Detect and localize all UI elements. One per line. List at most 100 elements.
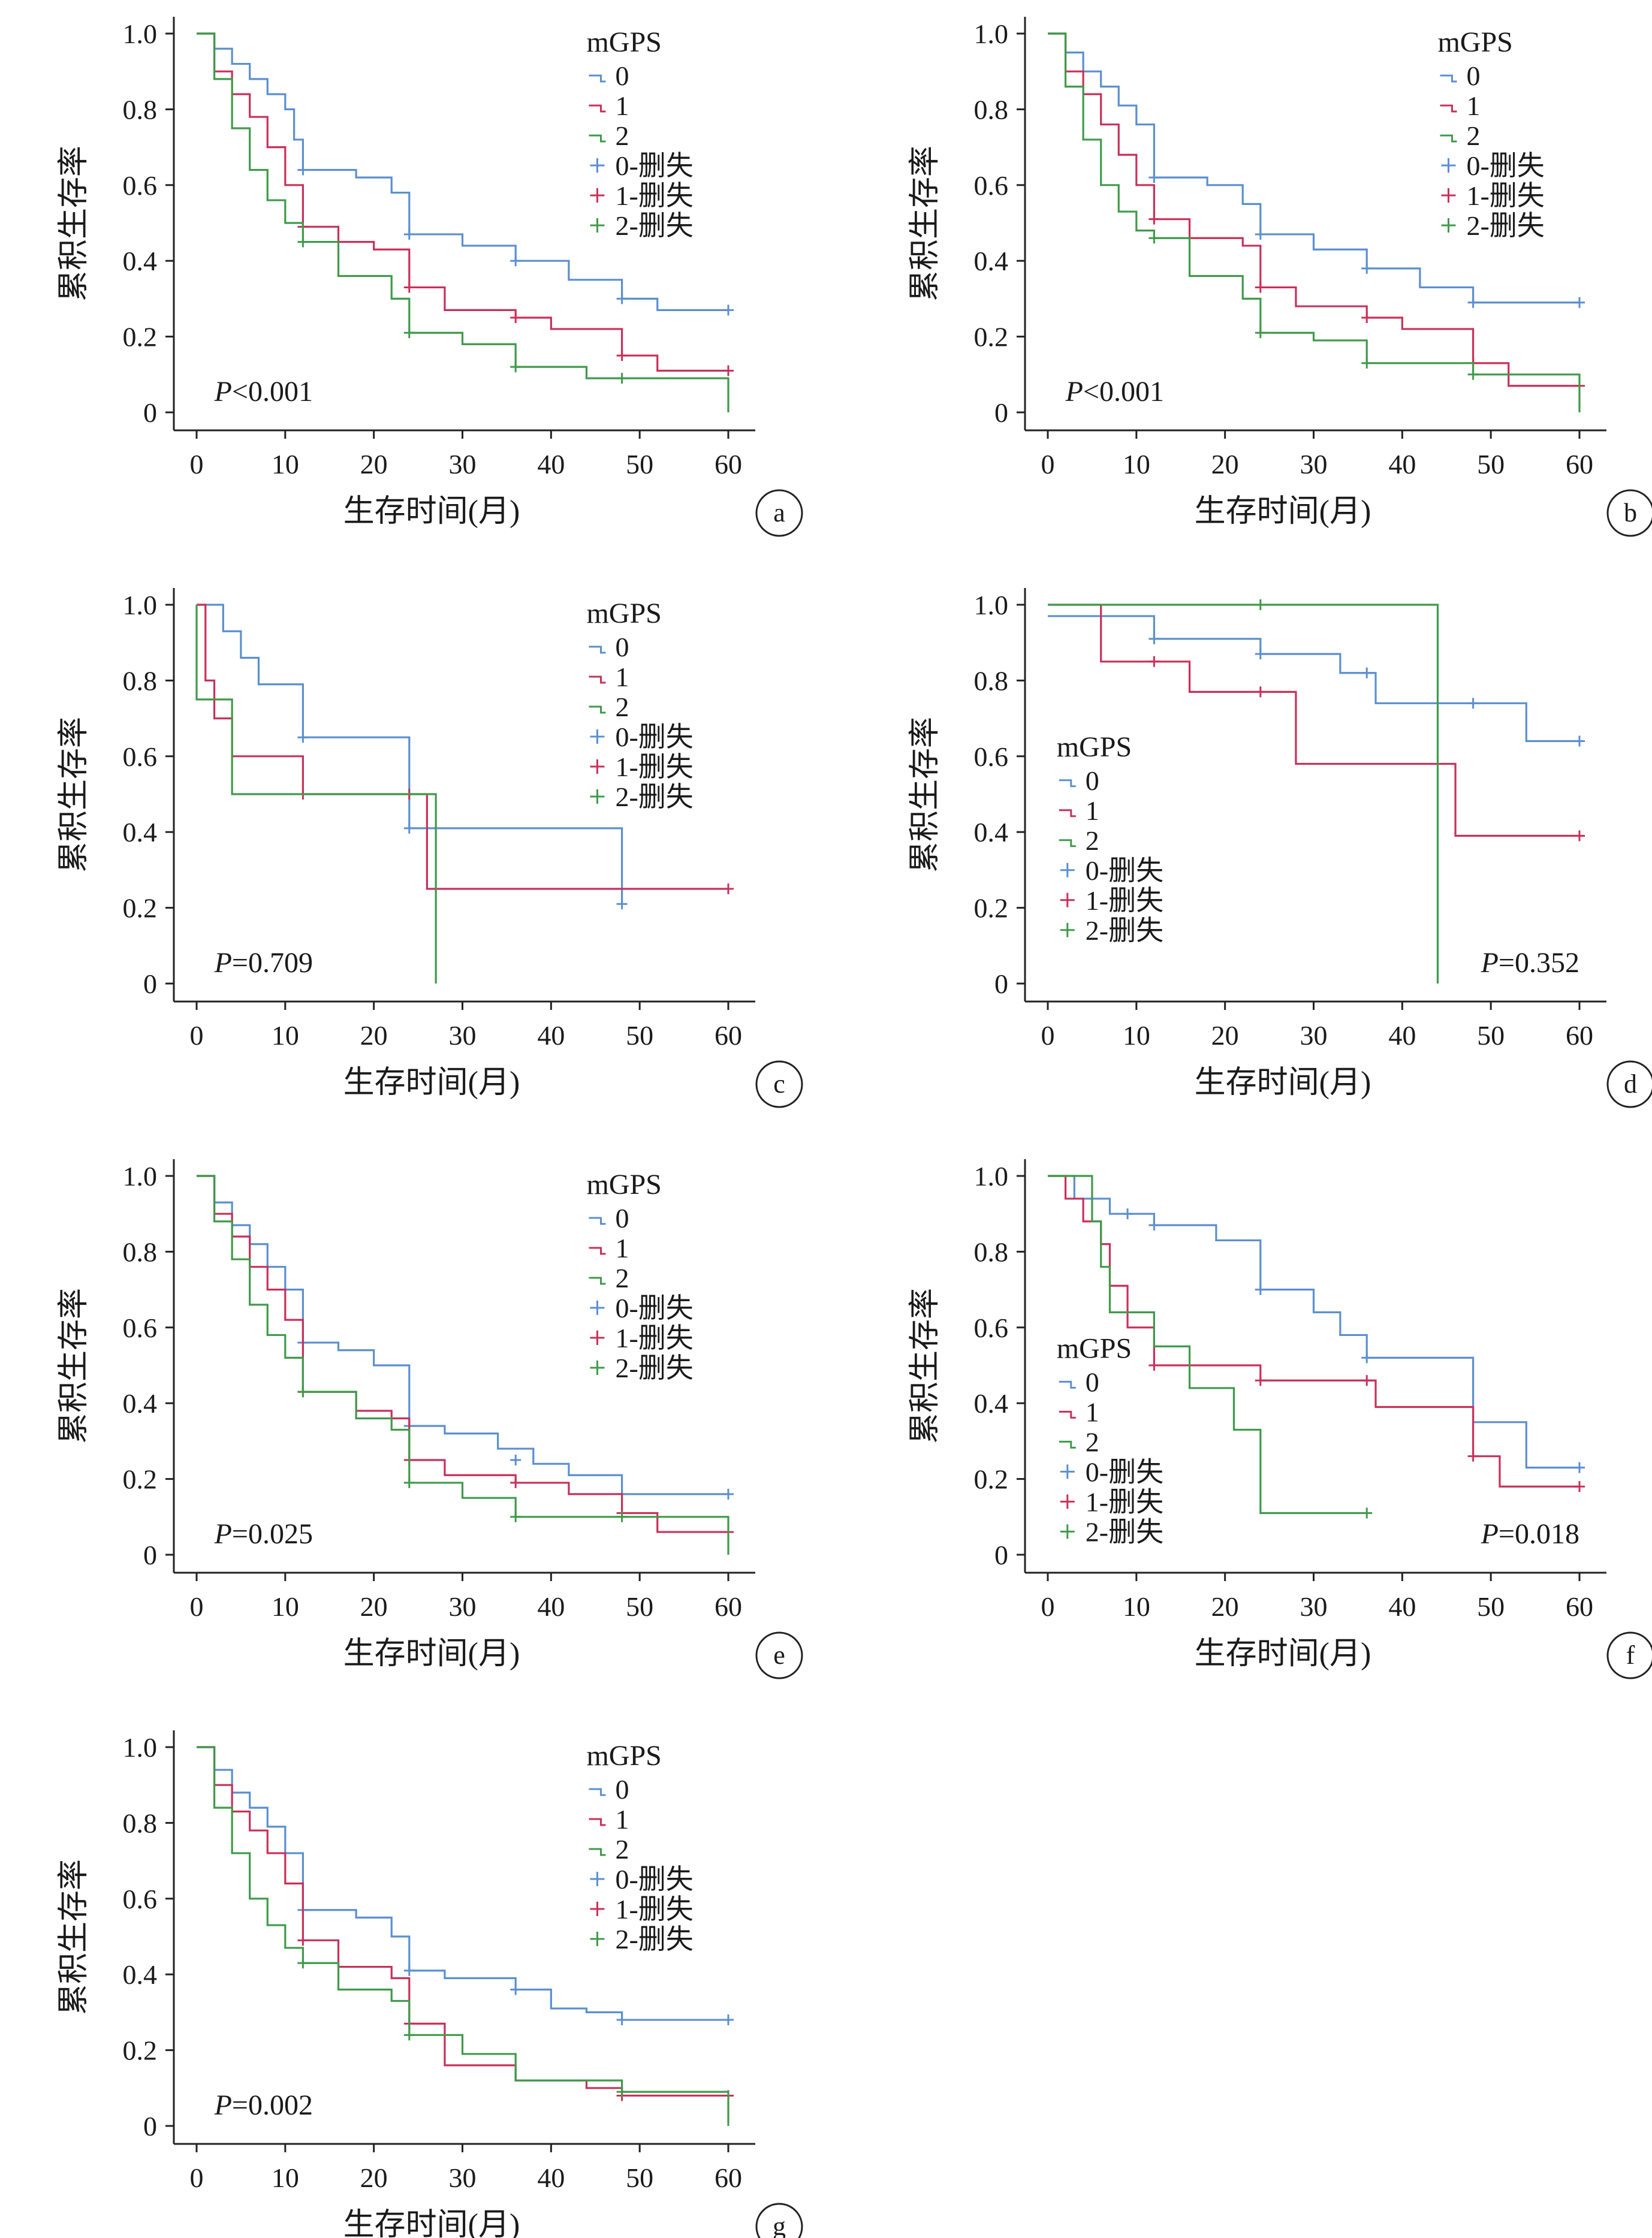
y-axis-title: 累积生存率 [908, 717, 942, 873]
x-tick-label: 10 [272, 1020, 299, 1051]
legend-line-symbol [589, 1247, 606, 1255]
censor-mark-0 [1361, 1352, 1373, 1364]
censor-mark-0 [403, 822, 415, 834]
censor-mark-0 [403, 1965, 415, 1976]
panel-letter-circle [1606, 1060, 1652, 1108]
legend-censor-symbol [590, 188, 605, 203]
legend-entry: 1-删失 [615, 752, 693, 782]
y-tick-label: 1.0 [123, 1161, 158, 1192]
censor-mark-0 [1148, 1220, 1160, 1231]
series-1-curve [1048, 32, 1579, 387]
p-symbol: P [1065, 376, 1083, 408]
p-symbol: P [1481, 947, 1499, 979]
legend-censor-symbol [1060, 862, 1075, 877]
legend-censor-symbol [1441, 158, 1456, 173]
legend-entry: 0 [1086, 765, 1099, 796]
censor-mark-0 [510, 1984, 521, 1995]
x-tick-label: 20 [1211, 1591, 1239, 1622]
censor-mark-1 [1255, 282, 1266, 293]
series-0-curve [197, 1175, 728, 1495]
legend-censor-symbol [590, 729, 605, 744]
x-tick-label: 60 [1566, 1020, 1593, 1051]
legend-entry: 0-删失 [615, 1864, 693, 1895]
p-symbol: P [1481, 1518, 1499, 1550]
censor-mark-0 [403, 228, 415, 240]
legend-censor-symbol [1060, 922, 1075, 937]
legend-censor-symbol [590, 759, 605, 774]
panel-letter-circle [755, 1631, 803, 1679]
y-tick-label: 0.6 [974, 741, 1009, 772]
legend-line-symbol [589, 1848, 606, 1856]
panel-letter: c [773, 1069, 785, 1099]
chart-panel-g: 00.20.40.60.81.00 10 20 30 40 50 60生存时间(月)累积生存… [57, 1730, 803, 2238]
x-tick-label: 0 [1041, 1020, 1055, 1051]
y-tick-label: 0 [143, 2111, 157, 2142]
legend-censor-symbol [590, 789, 605, 804]
legend-line-symbol [589, 646, 606, 654]
legend-entry: 0 [1466, 61, 1480, 91]
x-tick-label: 60 [715, 1591, 742, 1622]
y-tick-label: 0.2 [974, 322, 1009, 352]
censor-mark-1 [1148, 1360, 1160, 1371]
legend-censor-symbol [590, 1331, 605, 1345]
p-value-label: P<0.001 [214, 376, 313, 408]
series-2-curve [197, 32, 729, 412]
censor-mark-1 [723, 883, 734, 894]
series-2-curve [195, 605, 437, 984]
y-tick-label: 1.0 [974, 19, 1009, 49]
legend-line-symbol [589, 1277, 606, 1285]
censor-mark-2 [1255, 327, 1266, 339]
censor-mark-0 [723, 2014, 734, 2026]
y-tick-label: 0.8 [123, 665, 158, 696]
x-axis-title: 生存时间(月) [343, 1637, 520, 1671]
series-2-curve [197, 1175, 729, 1555]
legend-entry: 2-删失 [615, 1924, 693, 1955]
x-axis-title: 生存时间(月) [343, 494, 520, 529]
censor-mark-0 [1255, 1284, 1266, 1295]
series-1-curve [1048, 1175, 1579, 1488]
p-value: <0.001 [232, 376, 313, 408]
legend-line-symbol [1059, 809, 1076, 818]
chart-panel-b: 00.20.40.60.81.00 10 20 30 40 50 60生存时间(月)累积生存… [908, 17, 1652, 537]
x-tick-label: 40 [1388, 1591, 1416, 1622]
legend-entry: 1-删失 [1086, 885, 1163, 916]
legend-entry: 0-删失 [1086, 1456, 1163, 1487]
legend-entry: 2 [615, 120, 629, 151]
censor-mark-0 [1467, 698, 1479, 709]
x-axis-title: 生存时间(月) [343, 2208, 520, 2238]
x-tick-label: 20 [360, 1020, 388, 1051]
censor-mark-0 [1361, 667, 1373, 678]
censor-mark-2 [297, 1958, 309, 1969]
x-tick-label: 10 [272, 2162, 299, 2193]
x-tick-label: 50 [626, 2162, 653, 2193]
legend-censor-symbol [590, 1932, 605, 1946]
censor-mark-2 [616, 373, 628, 384]
legend-line-symbol [1059, 779, 1076, 788]
legend-entry: 2 [615, 1263, 629, 1293]
legend-title: mGPS [586, 1169, 661, 1201]
legend-entry: 0 [615, 61, 629, 91]
x-tick-label: 30 [1300, 1591, 1328, 1622]
legend-title: mGPS [586, 1740, 661, 1772]
legend-censor-symbol [1441, 218, 1456, 233]
x-tick-label: 0 [190, 1591, 204, 1622]
censor-mark-2 [1148, 233, 1160, 244]
censor-mark-0 [510, 255, 521, 267]
y-tick-label: 1.0 [123, 1732, 158, 1763]
x-tick-label: 30 [1300, 1020, 1328, 1051]
p-value: =0.352 [1499, 947, 1579, 979]
censor-mark-0 [1574, 1462, 1585, 1473]
x-tick-label: 20 [1211, 1020, 1239, 1051]
x-tick-label: 40 [537, 449, 565, 479]
censor-mark-0 [723, 1488, 734, 1500]
y-tick-label: 0.6 [974, 1313, 1009, 1343]
x-tick-label: 0 [190, 449, 204, 479]
y-tick-label: 1.0 [974, 1161, 1009, 1192]
legend-line-symbol [1059, 1380, 1076, 1389]
censor-mark-1 [403, 282, 415, 293]
x-tick-label: 60 [715, 449, 742, 479]
panel-letter-circle [755, 489, 803, 537]
